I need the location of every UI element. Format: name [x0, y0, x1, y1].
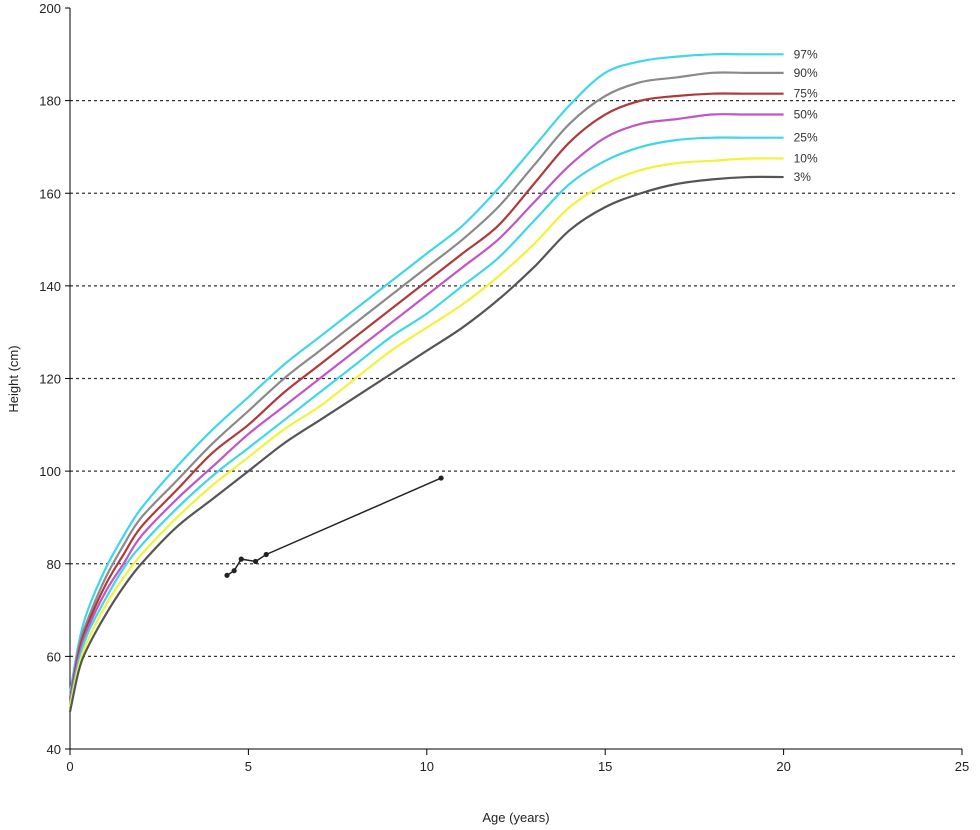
patient-measurement-line — [226, 477, 442, 576]
data-point — [231, 568, 237, 574]
y-tick-label: 120 — [39, 372, 61, 387]
series-label: 50% — [794, 108, 818, 122]
percentile-line-50 — [68, 113, 784, 703]
y-tick-labels: 40 60 80 100 120 140 160 180 200 — [39, 1, 61, 757]
series-label: 3% — [794, 170, 812, 184]
x-tick-label: 5 — [245, 759, 252, 774]
series-label: 25% — [794, 131, 818, 145]
percentile-line-3 — [68, 175, 784, 713]
percentile-line-10 — [68, 157, 784, 708]
y-tick-label: 80 — [47, 557, 61, 572]
series-label: 75% — [794, 87, 818, 101]
series-label: 97% — [794, 47, 818, 61]
axes — [69, 8, 962, 750]
y-tick-label: 160 — [39, 186, 61, 201]
percentile-line-75 — [68, 92, 784, 701]
data-point — [263, 551, 269, 558]
data-points — [224, 475, 444, 578]
y-tick-label: 140 — [39, 279, 61, 294]
percentile-line-25 — [68, 136, 784, 706]
gridlines — [65, 7, 963, 755]
percentile-line-97 — [68, 53, 784, 694]
series-lines — [68, 53, 784, 713]
percentile-line-90 — [68, 71, 784, 699]
series-labels: 97% 90% 75% 50% 25% 10% 3% — [794, 47, 818, 184]
data-point — [238, 556, 244, 562]
x-tick-label: 10 — [420, 759, 434, 774]
y-tick-label: 40 — [47, 742, 61, 757]
x-tick-label: 0 — [66, 759, 73, 774]
data-point — [252, 558, 259, 565]
y-axis-label: Height (cm) — [6, 345, 21, 412]
x-tick-label: 15 — [598, 759, 612, 774]
data-point — [438, 475, 444, 481]
series-label: 90% — [794, 66, 818, 80]
x-tick-label: 25 — [955, 759, 969, 774]
y-tick-label: 200 — [39, 1, 61, 16]
series-label: 10% — [794, 152, 818, 166]
y-tick-label: 100 — [39, 464, 61, 479]
x-tick-labels: 0 5 10 15 20 25 — [66, 759, 969, 774]
x-axis-label: Age (years) — [482, 810, 549, 825]
y-tick-label: 180 — [39, 94, 61, 109]
data-point — [224, 572, 230, 578]
x-tick-label: 20 — [776, 759, 790, 774]
y-tick-label: 60 — [47, 649, 61, 664]
